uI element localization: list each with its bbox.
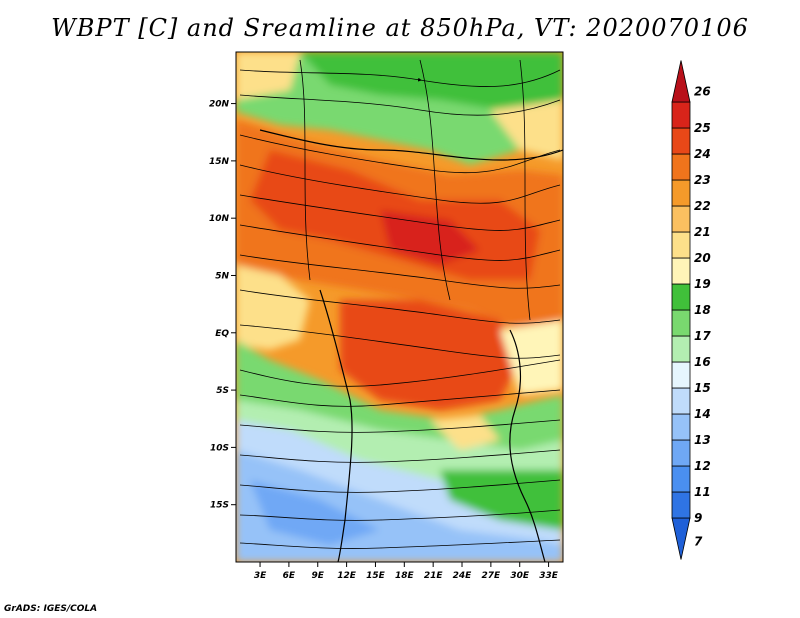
colorbar-segment	[671, 335, 691, 363]
lat-tick-label: 10S	[210, 443, 229, 453]
colorbar-segment	[671, 101, 691, 129]
wbpt-field	[236, 52, 563, 562]
colorbar-label: 21	[694, 225, 711, 239]
streamlines	[239, 59, 561, 549]
colorbar-label: 13	[694, 433, 711, 447]
colorbar-segment	[671, 491, 691, 519]
lat-tick-label: 5S	[216, 386, 229, 396]
lat-tick-label: 5N	[215, 271, 229, 281]
colorbar-segment	[671, 283, 691, 311]
lat-tick-label: 10N	[209, 214, 230, 224]
lon-tick-label: 15E	[366, 571, 386, 581]
colorbar-segment	[671, 127, 691, 155]
colorbar-label: 17	[694, 329, 711, 343]
colorbar-segment	[671, 387, 691, 415]
lat-tick-label: EQ	[215, 329, 229, 339]
credit-footer: GrADS: IGES/COLA	[4, 604, 98, 614]
colorbar-segment	[671, 361, 691, 389]
longitude-axis: 3E 6E 9E 12E 15E 18E 21E 24E 27E 30E 33E	[254, 562, 559, 581]
colorbar-segment	[671, 179, 691, 207]
colorbar-segment	[671, 205, 691, 233]
map-title: WBPT [C] and Sreamline at 850hPa, VT: 20…	[51, 14, 749, 42]
lon-tick-label: 18E	[395, 571, 415, 581]
colorbar-segment	[671, 465, 691, 493]
latitude-axis: 20N 15N 10N 5N EQ 5S 10S 15S	[209, 100, 236, 511]
colorbar-segment	[671, 153, 691, 181]
colorbar-label: 15	[694, 381, 711, 395]
colorbar-segment	[671, 60, 691, 103]
colorbar-segment	[671, 413, 691, 441]
colorbar-label: 20	[694, 251, 711, 265]
lon-tick-label: 27E	[482, 571, 502, 581]
colorbar-label: 11	[694, 485, 711, 499]
colorbar: 7 9 11 12 13 14 15 16 17 18 19 20 21 22 23 24 25 26	[671, 60, 711, 560]
lon-tick-label: 33E	[539, 571, 559, 581]
coastline	[259, 129, 563, 562]
colorbar-label: 24	[694, 147, 711, 161]
lat-tick-label: 20N	[209, 100, 230, 110]
colorbar-label: 23	[694, 173, 711, 187]
colorbar-segment	[671, 517, 691, 560]
colorbar-label: 7	[694, 534, 703, 548]
colorbar-segment	[671, 231, 691, 259]
lon-tick-label: 6E	[283, 571, 296, 581]
lat-tick-label: 15N	[209, 157, 230, 167]
colorbar-label: 19	[694, 277, 711, 291]
lon-tick-label: 9E	[312, 571, 325, 581]
colorbar-segment	[671, 257, 691, 285]
colorbar-label: 16	[694, 355, 711, 369]
lon-tick-label: 3E	[254, 571, 267, 581]
colorbar-label: 12	[694, 459, 711, 473]
colorbar-label: 18	[694, 303, 711, 317]
lon-tick-label: 24E	[453, 571, 473, 581]
map-frame	[235, 51, 564, 563]
colorbar-label: 9	[694, 511, 702, 525]
lon-tick-label: 30E	[510, 571, 530, 581]
lon-tick-label: 12E	[337, 571, 357, 581]
colorbar-segment	[671, 309, 691, 337]
lat-tick-label: 15S	[210, 501, 229, 511]
colorbar-segment	[671, 439, 691, 467]
colorbar-label: 26	[694, 85, 711, 99]
lon-tick-label: 21E	[424, 571, 444, 581]
colorbar-label: 25	[694, 121, 711, 135]
colorbar-label: 22	[694, 199, 711, 213]
colorbar-label: 14	[694, 407, 711, 421]
